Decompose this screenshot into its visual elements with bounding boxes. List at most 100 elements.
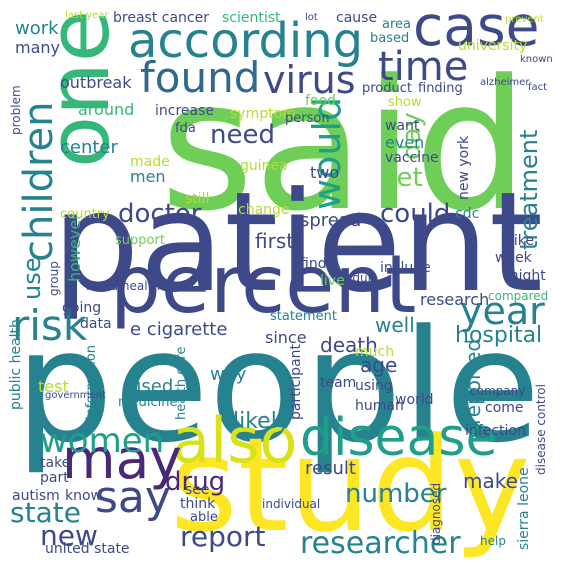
- word: need: [210, 120, 275, 150]
- word: make: [463, 469, 518, 493]
- word: breast cancer: [113, 10, 209, 26]
- word: autism: [12, 488, 60, 504]
- word: well: [375, 313, 415, 337]
- word: time: [378, 44, 468, 90]
- word: university: [458, 38, 527, 54]
- word: infection: [465, 423, 526, 439]
- word: adult: [345, 271, 376, 285]
- word: year: [460, 289, 545, 333]
- word: part: [40, 470, 69, 486]
- word: symptom: [230, 106, 296, 122]
- word: last year: [65, 10, 109, 21]
- word: vaccine: [385, 150, 439, 166]
- word: disease control: [534, 384, 548, 475]
- word: alzheimer: [480, 77, 530, 88]
- word: cause: [336, 10, 377, 26]
- word: health care: [174, 347, 189, 420]
- word: virus: [263, 58, 356, 102]
- word: individual: [262, 497, 320, 511]
- word: think: [180, 496, 216, 512]
- word: help: [480, 534, 506, 548]
- word: finding: [418, 81, 463, 96]
- word: new: [40, 519, 98, 552]
- word: outbreak: [60, 73, 132, 92]
- word: two: [310, 163, 339, 182]
- word: researcher: [300, 526, 461, 561]
- word: men: [130, 167, 166, 186]
- word: might: [505, 268, 546, 284]
- word: said: [160, 42, 528, 251]
- word: company: [470, 384, 525, 398]
- word: public health: [8, 319, 24, 410]
- word: area: [382, 17, 411, 32]
- word: death: [320, 333, 378, 357]
- word: work: [15, 18, 59, 39]
- word: research: [420, 290, 489, 309]
- word: made: [130, 154, 170, 170]
- word: found: [140, 53, 260, 102]
- word: likely: [233, 409, 290, 434]
- word: world health: [85, 279, 160, 293]
- word: test: [38, 377, 69, 396]
- word: even: [385, 133, 424, 152]
- word: number: [345, 479, 447, 509]
- word: information: [84, 345, 99, 420]
- word: support: [115, 233, 165, 248]
- word: could: [380, 199, 450, 229]
- word: world: [395, 392, 434, 408]
- word: would: [305, 97, 349, 210]
- word: get: [380, 163, 423, 193]
- word: much: [355, 344, 394, 360]
- word: person: [285, 111, 330, 126]
- word: medicine: [118, 395, 178, 410]
- word: still: [185, 191, 209, 207]
- word: team: [320, 375, 356, 391]
- word: percent: [110, 238, 416, 331]
- word: may: [62, 427, 182, 491]
- word: according: [128, 13, 363, 69]
- word: women: [40, 421, 164, 461]
- word: live: [320, 273, 345, 289]
- word: know: [65, 488, 102, 504]
- word: product: [362, 81, 412, 96]
- word: based: [370, 31, 409, 46]
- word: e cigarette: [130, 319, 227, 340]
- word: disease: [300, 408, 498, 468]
- word: study: [170, 409, 531, 561]
- word: result: [305, 458, 356, 479]
- word: day: [397, 112, 427, 160]
- word: fact: [528, 82, 547, 93]
- word: prevent: [505, 14, 544, 25]
- word: also: [172, 404, 297, 477]
- word: risk: [12, 301, 88, 350]
- word: report: [180, 520, 266, 553]
- word: compared: [488, 289, 548, 303]
- word: diagnosed: [429, 483, 443, 545]
- word: many: [15, 38, 60, 57]
- word: use: [18, 258, 46, 300]
- word: people: [15, 296, 540, 477]
- word: change: [238, 202, 290, 218]
- word: patient: [52, 162, 543, 323]
- word: find: [300, 256, 327, 272]
- word: government: [45, 390, 106, 401]
- word: increase: [155, 103, 214, 119]
- word: since: [265, 328, 307, 347]
- word: sierra leone: [516, 467, 532, 550]
- word: lot: [305, 12, 318, 23]
- word: country: [60, 207, 110, 222]
- word: data: [80, 316, 112, 332]
- word: scientist: [222, 10, 281, 26]
- word: see: [185, 482, 210, 498]
- word: center: [60, 137, 119, 158]
- word: children: [16, 102, 62, 263]
- word: way: [210, 364, 247, 385]
- word: used: [130, 376, 173, 397]
- word: age: [360, 353, 397, 377]
- word: show: [388, 95, 422, 110]
- word: participant: [288, 343, 304, 420]
- word: week: [495, 250, 533, 266]
- word: come: [485, 400, 524, 416]
- word: take: [40, 455, 70, 471]
